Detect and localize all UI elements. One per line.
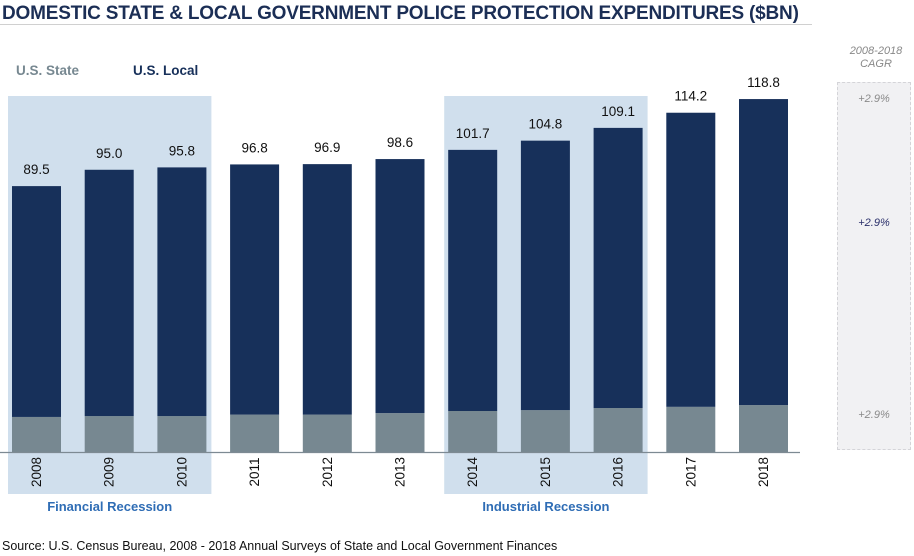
bar-total-label: 104.8 bbox=[529, 117, 563, 132]
highlight-band-label: Industrial Recession bbox=[482, 499, 609, 514]
bar-state-2014 bbox=[448, 411, 498, 452]
bar-local-2016 bbox=[593, 127, 643, 409]
bar-total-label: 114.2 bbox=[674, 89, 707, 104]
x-tick-label: 2009 bbox=[102, 457, 117, 487]
x-tick-label: 2015 bbox=[538, 457, 553, 487]
bar-state-2018 bbox=[739, 405, 788, 452]
x-tick-label: 2011 bbox=[247, 457, 262, 486]
bar-total-label: 109.1 bbox=[601, 104, 635, 119]
bar-state-2008 bbox=[12, 416, 61, 452]
cagr-total-value: +2.9% bbox=[858, 93, 890, 105]
x-tick-label: 2014 bbox=[465, 456, 480, 487]
bar-state-2013 bbox=[375, 413, 425, 452]
bar-total-label: 89.5 bbox=[23, 162, 49, 177]
x-tick-label: 2016 bbox=[611, 457, 626, 487]
legend-state: U.S. State bbox=[16, 63, 80, 78]
x-tick-label: 2010 bbox=[174, 457, 189, 487]
x-tick-label: 2013 bbox=[393, 457, 408, 487]
bar-total-label: 118.8 bbox=[747, 75, 780, 90]
bar-local-2008 bbox=[12, 186, 61, 417]
bar-total-label: 96.8 bbox=[241, 140, 267, 155]
bar-local-2010 bbox=[157, 167, 207, 417]
chart-title: DOMESTIC STATE & LOCAL GOVERNMENT POLICE… bbox=[2, 3, 799, 24]
highlight-band-label: Financial Recession bbox=[47, 499, 172, 514]
bar-local-2013 bbox=[375, 159, 425, 414]
bar-total-label: 98.6 bbox=[387, 135, 413, 150]
bar-local-2015 bbox=[520, 140, 570, 411]
bar-state-2012 bbox=[302, 414, 352, 452]
cagr-header-period: 2008-2018 bbox=[849, 45, 903, 57]
bar-local-2018 bbox=[739, 99, 788, 406]
bar-local-2017 bbox=[666, 112, 716, 407]
bar-state-2010 bbox=[157, 416, 207, 452]
bar-local-2014 bbox=[448, 149, 498, 412]
bar-local-2011 bbox=[230, 164, 280, 415]
bar-local-2009 bbox=[84, 169, 134, 417]
cagr-header: 2008-2018 CAGR bbox=[838, 45, 914, 71]
x-tick-label: 2017 bbox=[683, 457, 698, 487]
cagr-panel: +2.9% +2.9% +2.9% bbox=[837, 82, 911, 450]
cagr-header-label: CAGR bbox=[860, 58, 892, 70]
x-tick-label: 2018 bbox=[756, 457, 771, 487]
legend-local: U.S. Local bbox=[133, 63, 199, 78]
bar-state-2009 bbox=[84, 416, 134, 452]
x-tick-label: 2012 bbox=[320, 457, 335, 487]
title-divider bbox=[0, 24, 812, 25]
bar-total-label: 96.9 bbox=[314, 140, 340, 155]
cagr-state-value: +2.9% bbox=[858, 409, 890, 421]
bar-total-label: 95.8 bbox=[169, 143, 195, 158]
bar-total-label: 101.7 bbox=[456, 126, 490, 141]
bar-state-2017 bbox=[666, 406, 716, 452]
bar-state-2016 bbox=[593, 408, 643, 452]
bar-total-label: 95.0 bbox=[96, 146, 122, 161]
x-tick-label: 2008 bbox=[29, 457, 44, 487]
bar-state-2011 bbox=[230, 414, 280, 452]
bar-state-2015 bbox=[520, 410, 570, 452]
cagr-local-value: +2.9% bbox=[858, 217, 890, 229]
source-note: Source: U.S. Census Bureau, 2008 - 2018 … bbox=[2, 539, 558, 553]
bar-local-2012 bbox=[302, 164, 352, 415]
